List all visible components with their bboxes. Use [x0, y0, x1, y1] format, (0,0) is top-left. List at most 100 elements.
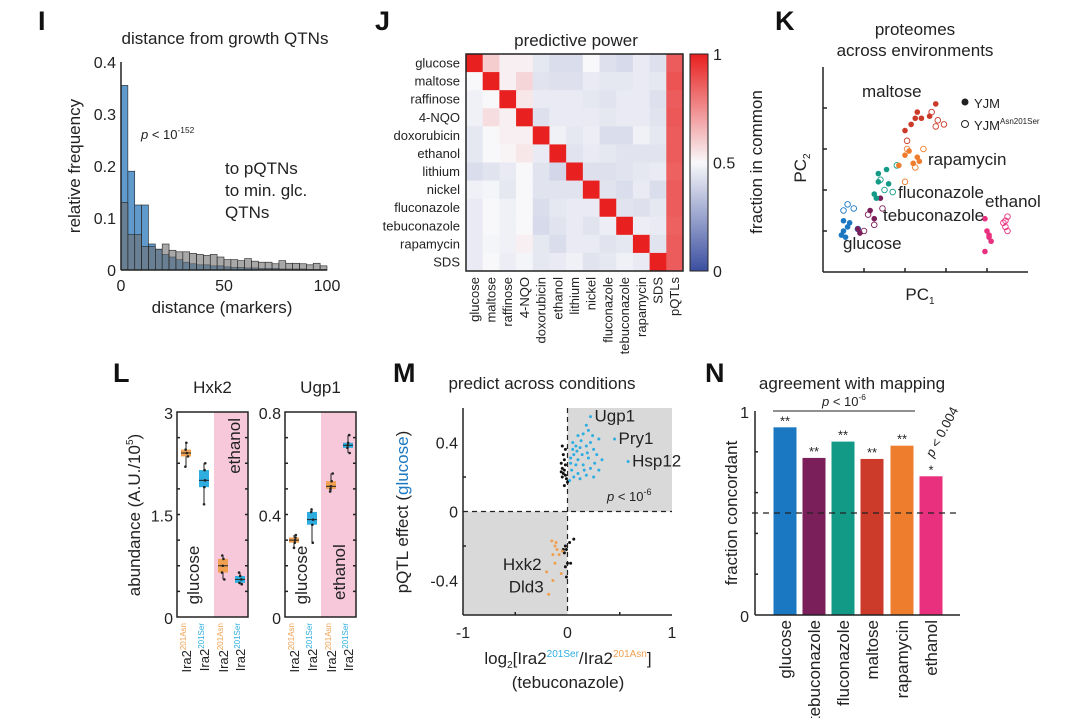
heatmap-cell — [599, 180, 617, 200]
heatmap-cell — [499, 54, 517, 73]
x-tick-label: Ira2201Ser — [197, 623, 212, 672]
condition-label-glucose: glucose — [843, 234, 902, 253]
heatmap-cell — [482, 54, 500, 73]
gene-label: Hxk2 — [503, 555, 542, 574]
allele-base: Ira2 — [341, 649, 356, 671]
allele-base: Ira2 — [179, 650, 194, 672]
heatmap-cell — [482, 198, 500, 218]
x-tick-label: Ira2201Asn — [324, 623, 339, 673]
p-symbol: p — [606, 489, 614, 504]
data-point — [184, 465, 187, 468]
allele-sup: 201Asn — [216, 623, 225, 650]
data-point — [329, 485, 333, 488]
axis-subscript: 2 — [802, 153, 813, 159]
heatmap-cell — [582, 72, 601, 91]
significance-stars: ** — [780, 413, 790, 428]
column-label: nickel — [584, 277, 599, 310]
histogram-bar-min-glc-qtns — [168, 249, 177, 271]
allele-base: Ira2 — [305, 649, 320, 671]
heatmap-cell — [516, 252, 534, 272]
colorbar-tick: 0.5 — [713, 156, 735, 173]
chart-title: proteomes — [875, 20, 955, 39]
axis-sup-ser: 201Ser — [547, 649, 580, 660]
point-blue — [569, 456, 573, 460]
y-tick-label: 0.8 — [259, 406, 281, 423]
data-point — [222, 557, 225, 561]
point-blue — [613, 437, 617, 441]
heatmap-cell — [632, 162, 651, 182]
p-value-text: < 10 — [148, 127, 177, 142]
histogram-bar-min-glc-qtns — [278, 260, 287, 271]
heatmap-cell — [482, 234, 500, 254]
scatter-panel-m: predict across conditions Ugp1 Pry1 Hsp12 Hx… — [393, 374, 681, 692]
p-value-exponent: -6 — [644, 487, 652, 497]
histogram-bar-min-glc-qtns — [127, 234, 136, 271]
heatmap-cell — [532, 126, 550, 145]
heatmap-cell — [649, 252, 667, 272]
point-blue — [626, 459, 630, 463]
p-value-annotation: p < 0.004 — [922, 404, 961, 460]
heatmap-cell — [549, 144, 567, 163]
y-tick-label: 0.4 — [259, 509, 281, 526]
histogram-bar-min-glc-qtns — [175, 251, 184, 271]
heatmap-cell — [649, 234, 667, 254]
bar-ethanol — [919, 476, 943, 615]
gene-label: Ugp1 — [594, 407, 635, 426]
point-orange — [554, 541, 558, 545]
panel-letter: I — [38, 6, 46, 36]
point-blue — [592, 447, 596, 451]
point-blue — [581, 432, 585, 436]
point-blue — [576, 458, 580, 462]
heatmap-cell — [632, 216, 651, 236]
point-maltose-asn201ser — [940, 121, 948, 128]
point-glucose-asn201ser — [840, 207, 847, 214]
allele-base: Ira2 — [287, 650, 302, 672]
heatmap-cell — [466, 180, 484, 200]
axis-sup: 5 — [125, 439, 136, 445]
heatmap-cell — [616, 198, 634, 218]
point-blue — [586, 456, 590, 460]
x-tick-label: Ira2201Asn — [287, 623, 302, 673]
data-point — [203, 468, 206, 472]
data-point — [240, 578, 243, 581]
p-symbol: p — [140, 127, 148, 142]
data-point — [309, 510, 313, 514]
heatmap-cell — [532, 252, 550, 272]
data-point — [311, 518, 315, 521]
row-label: rapamycin — [400, 236, 460, 251]
column-label: raffinose — [500, 277, 515, 327]
point-tebuconazole-yjm — [871, 215, 878, 222]
heatmap-cell — [616, 216, 634, 236]
data-point — [238, 574, 242, 578]
histogram-bar-min-glc-qtns — [299, 263, 307, 271]
axis-text: PC — [791, 159, 810, 183]
heatmap-cell — [566, 144, 584, 163]
bar-maltose — [860, 458, 884, 615]
p-value-text: < 0.004 — [926, 404, 961, 453]
heatmap-cell — [599, 54, 617, 73]
point-maltose-yjm — [926, 113, 933, 119]
subplot-title: Ugp1 — [300, 378, 341, 397]
data-point — [220, 571, 224, 574]
point-orange — [557, 553, 561, 557]
heatmap-cell — [616, 108, 634, 127]
point-orange — [547, 592, 551, 596]
row-label: tebuconazole — [383, 218, 460, 233]
condition-label-fluconazole: fluconazole — [898, 183, 984, 202]
y-axis-label: pQTL effect (glucose) — [393, 431, 412, 594]
heatmap-cell — [499, 108, 517, 127]
category-label: fluconazole — [834, 620, 853, 706]
point-blue — [593, 461, 597, 465]
heatmap-cell — [516, 72, 534, 91]
boxplot-panel-l: Hxk201.53glucoseethanolIra2201AsnIra2201… — [125, 378, 357, 673]
heatmap-cell — [482, 126, 500, 145]
x-tick-label: 50 — [215, 278, 233, 295]
point-black — [563, 447, 567, 451]
point-blue — [572, 475, 576, 479]
heatmap-cell — [516, 108, 534, 127]
point-fluconazole-asn201ser — [889, 188, 896, 196]
y-tick-label: 0.2 — [94, 159, 116, 176]
heatmap-cell — [516, 180, 534, 200]
point-maltose-asn201ser — [934, 117, 942, 124]
heatmap-cell — [666, 90, 684, 109]
